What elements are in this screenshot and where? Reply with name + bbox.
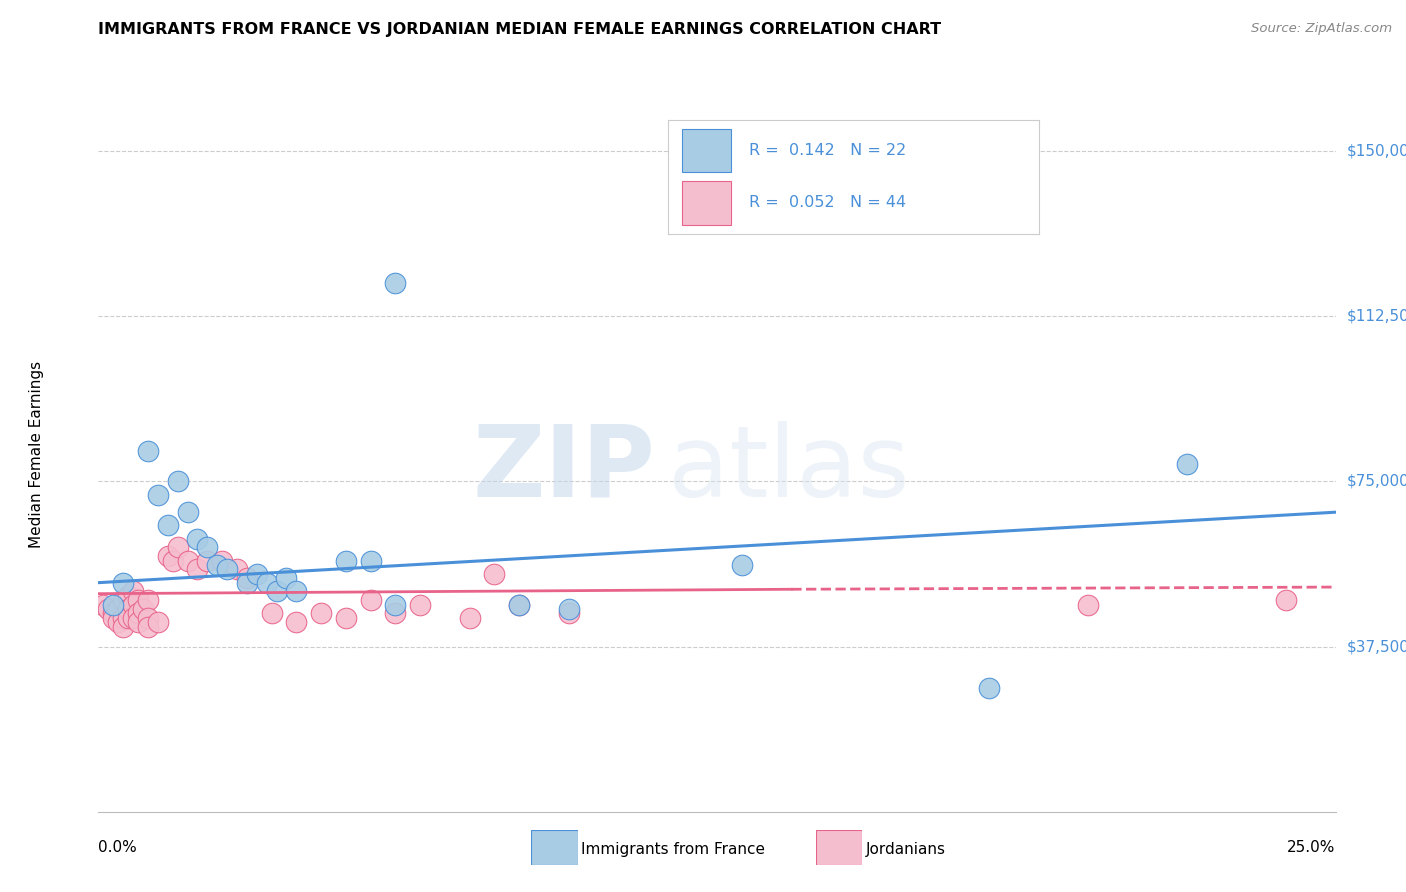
Point	[136, 593, 159, 607]
Point	[162, 554, 184, 568]
Point	[132, 602, 155, 616]
Point	[236, 575, 259, 590]
Point	[260, 607, 283, 621]
Text: Jordanians: Jordanians	[866, 842, 945, 856]
Point	[309, 607, 332, 621]
Text: ZIP: ZIP	[472, 421, 655, 517]
Point	[117, 589, 139, 603]
Point	[136, 611, 159, 625]
Point	[127, 593, 149, 607]
Point	[186, 532, 208, 546]
Point	[384, 598, 406, 612]
Point	[211, 554, 233, 568]
Text: Median Female Earnings: Median Female Earnings	[30, 361, 44, 549]
Text: $75,000: $75,000	[1347, 474, 1406, 489]
Point	[103, 611, 125, 625]
Point	[484, 566, 506, 581]
Point	[112, 620, 135, 634]
Point	[107, 615, 129, 630]
Point	[266, 584, 288, 599]
Point	[117, 602, 139, 616]
Text: 25.0%: 25.0%	[1288, 840, 1336, 855]
Point	[146, 615, 169, 630]
Point	[117, 611, 139, 625]
Point	[384, 276, 406, 290]
Point	[122, 611, 145, 625]
Point	[557, 607, 579, 621]
Point	[285, 584, 308, 599]
Point	[195, 554, 218, 568]
Text: IMMIGRANTS FROM FRANCE VS JORDANIAN MEDIAN FEMALE EARNINGS CORRELATION CHART: IMMIGRANTS FROM FRANCE VS JORDANIAN MEDI…	[98, 22, 942, 37]
Point	[127, 607, 149, 621]
Point	[97, 602, 120, 616]
Text: $112,500: $112,500	[1347, 309, 1406, 324]
Text: $37,500: $37,500	[1347, 639, 1406, 654]
Point	[146, 487, 169, 501]
Text: 0.0%: 0.0%	[98, 840, 138, 855]
Point	[176, 505, 198, 519]
Point	[360, 554, 382, 568]
Point	[217, 562, 239, 576]
Text: $150,000: $150,000	[1347, 144, 1406, 159]
Point	[103, 598, 125, 612]
Point	[195, 541, 218, 555]
Point	[226, 562, 249, 576]
Point	[409, 598, 432, 612]
Point	[557, 602, 579, 616]
Point	[276, 571, 298, 585]
Point	[122, 598, 145, 612]
Point	[285, 615, 308, 630]
Point	[256, 575, 278, 590]
Text: atlas: atlas	[668, 421, 910, 517]
Point	[112, 593, 135, 607]
Point	[103, 607, 125, 621]
Point	[335, 554, 357, 568]
Point	[136, 443, 159, 458]
Point	[93, 598, 115, 612]
Point	[236, 571, 259, 585]
Point	[246, 566, 269, 581]
Point	[458, 611, 481, 625]
Point	[186, 562, 208, 576]
Point	[176, 554, 198, 568]
Point	[112, 575, 135, 590]
Point	[122, 584, 145, 599]
Point	[731, 558, 754, 572]
Text: Source: ZipAtlas.com: Source: ZipAtlas.com	[1251, 22, 1392, 36]
Point	[1175, 457, 1198, 471]
Point	[360, 593, 382, 607]
Point	[156, 549, 179, 564]
Point	[127, 615, 149, 630]
Point	[508, 598, 530, 612]
Point	[1077, 598, 1099, 612]
Point	[107, 602, 129, 616]
Point	[156, 518, 179, 533]
Point	[136, 620, 159, 634]
Text: Immigrants from France: Immigrants from France	[581, 842, 765, 856]
Point	[205, 558, 228, 572]
Point	[1275, 593, 1298, 607]
Point	[112, 611, 135, 625]
Point	[166, 541, 188, 555]
Point	[335, 611, 357, 625]
Point	[166, 475, 188, 489]
Point	[979, 681, 1001, 696]
Point	[384, 607, 406, 621]
Point	[508, 598, 530, 612]
